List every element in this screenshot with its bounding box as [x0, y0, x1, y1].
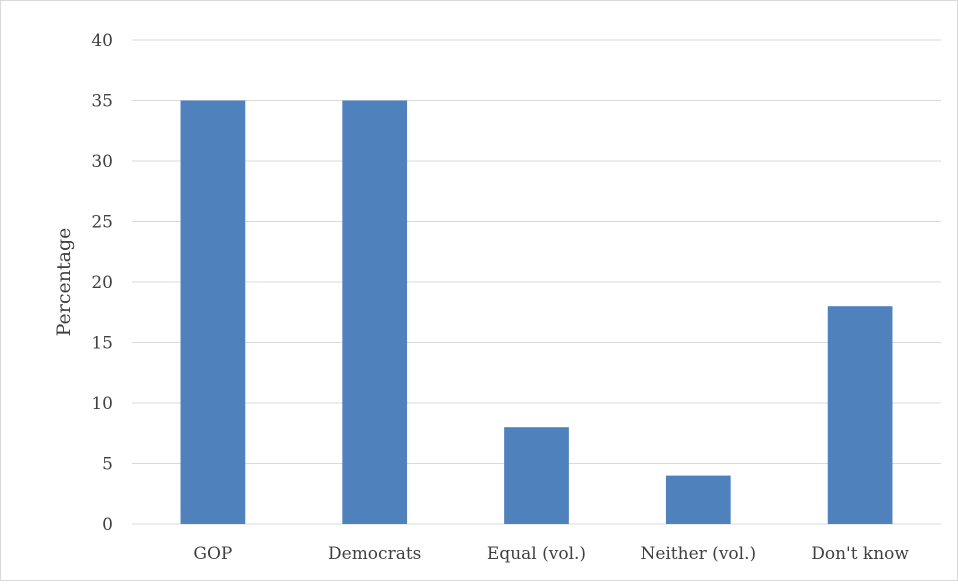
bar-equal-vol — [504, 427, 569, 524]
y-tick-labels: 0 5 10 15 20 25 30 35 40 — [91, 31, 113, 535]
x-tick-label: Neither (vol.) — [640, 544, 756, 564]
bars — [180, 100, 893, 524]
bar-democrats — [342, 100, 408, 524]
y-tick-label: 10 — [91, 394, 113, 414]
x-tick-label: Equal (vol.) — [487, 544, 586, 564]
bar-neither-vol — [665, 475, 731, 524]
y-tick-label: 35 — [91, 92, 113, 112]
y-tick-label: 15 — [91, 334, 113, 354]
x-tick-label: Democrats — [328, 544, 421, 564]
y-tick-label: 30 — [91, 152, 113, 172]
x-tick-label: GOP — [193, 544, 232, 564]
y-tick-label: 0 — [102, 515, 113, 535]
x-tick-labels: GOP Democrats Equal (vol.) Neither (vol.) Do… — [193, 544, 909, 564]
y-tick-label: 25 — [91, 213, 113, 233]
y-axis-title: Percentage — [53, 228, 75, 337]
y-tick-label: 40 — [91, 31, 113, 51]
y-tick-label: 5 — [102, 455, 113, 475]
bar-don-t-know — [827, 306, 893, 524]
x-tick-label: Don't know — [811, 544, 909, 564]
gridlines — [132, 39, 941, 525]
y-tick-label: 20 — [91, 273, 113, 293]
bar-gop — [180, 100, 246, 524]
